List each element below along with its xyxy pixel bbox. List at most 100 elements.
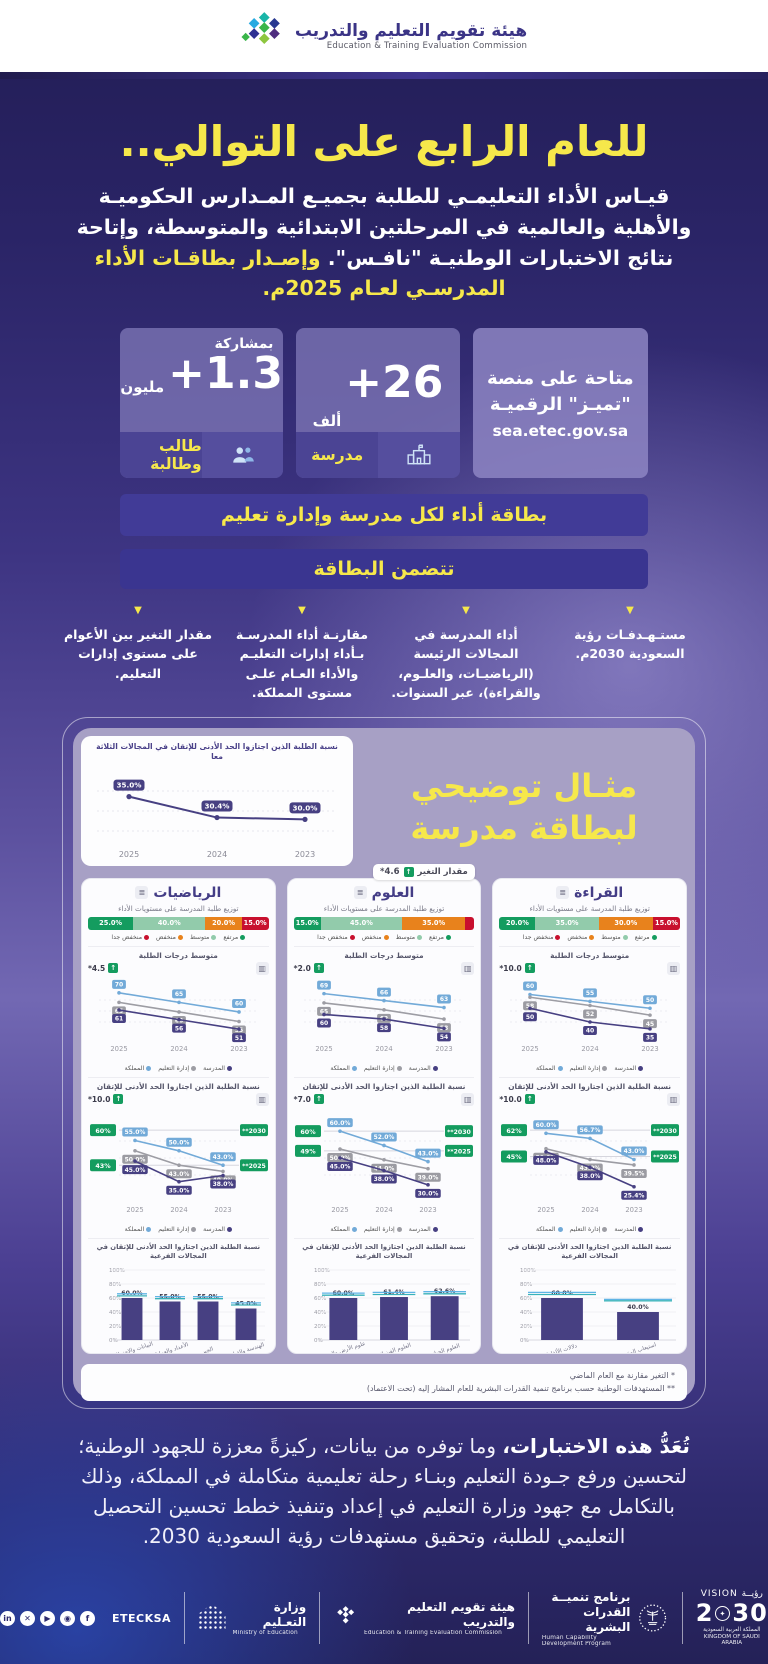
vision-2030-logo: VISION رؤيــة 2 ✦ 30 المملكة العربية الس…	[695, 1589, 768, 1647]
etec-footer-logo: هيئة تقويم التعليم والتدريب Education & …	[333, 1600, 515, 1636]
svg-text:43.0%: 43.0%	[418, 1150, 439, 1157]
svg-text:20%: 20%	[520, 1324, 532, 1330]
level-segment: 40.0%	[133, 916, 206, 930]
svg-text:60%: 60%	[314, 1296, 326, 1302]
legend-item: إدارة التعليم	[570, 1065, 608, 1072]
social-icon[interactable]: f	[80, 1610, 95, 1626]
legend-item: منخفض	[156, 934, 183, 941]
subskills-title: نسبة الطلبة الذين اجتازوا الحد الأدنى لل…	[302, 1242, 466, 1261]
svg-text:0%: 0%	[520, 1338, 529, 1344]
social-icon[interactable]: ▶	[40, 1610, 55, 1626]
social-icon[interactable]: ◉	[60, 1610, 75, 1626]
svg-text:49%: 49%	[301, 1147, 317, 1155]
schools-count: +26	[345, 357, 444, 409]
svg-text:20%: 20%	[314, 1324, 326, 1330]
legend-item: مرتفع	[223, 934, 246, 941]
levels-legend: مرتفع متوسط منخفض منخفض جدا	[499, 934, 680, 941]
svg-text:43%: 43%	[95, 1162, 111, 1170]
avg-scores-title: متوسط درجات الطلبة	[550, 950, 630, 960]
svg-text:60.0%: 60.0%	[536, 1122, 557, 1129]
overall-trend-title: نسبة الطلبة الذين اجتازوا الحد الأدنى لل…	[96, 741, 338, 762]
legend-item: إدارة التعليم	[364, 1065, 402, 1072]
mastery-chart: 60%2030**43%2025**55.0%50.0%43.0%50.0%43…	[89, 1123, 268, 1214]
legend-item: متوسط	[396, 934, 423, 941]
level-segment: 15.0%	[293, 916, 321, 930]
svg-text:2025**: 2025**	[653, 1154, 677, 1161]
level-segment: 20.0%	[499, 916, 536, 930]
svg-text:63: 63	[440, 996, 448, 1003]
svg-text:2025: 2025	[537, 1206, 554, 1214]
svg-text:علوم الأرض والفضاء: علوم الأرض والفضاء	[319, 1339, 366, 1354]
hcdp-logo: برنامج تنميــة القدرات البشرية Human Cap…	[542, 1590, 669, 1647]
svg-text:الهندسة والقياس: الهندسة والقياس	[226, 1342, 265, 1354]
svg-text:0%: 0%	[314, 1338, 323, 1344]
schools-stat-card: +26 ألف مدرسة	[296, 328, 460, 479]
legend-item: المدرسة	[614, 1065, 644, 1072]
svg-text:55.0%: 55.0%	[124, 1129, 145, 1136]
subskills-bar-chart: 0% 20% 40% 60% 80% 100% 60.0% دلالات الألفاظ 40.…	[520, 1268, 676, 1353]
vision-palm-icon: ✦	[715, 1606, 731, 1622]
platform-line2: "تميـز" الرقميـة	[489, 394, 631, 416]
svg-text:2025: 2025	[110, 1045, 127, 1053]
subskills-title: نسبة الطلبة الذين اجتازوا الحد الأدنى لل…	[507, 1242, 672, 1261]
legend-item: المملكة	[125, 1226, 152, 1233]
svg-text:43.0%: 43.0%	[624, 1148, 645, 1155]
svg-text:80%: 80%	[520, 1282, 532, 1288]
svg-text:60%: 60%	[520, 1296, 532, 1302]
svg-text:2025: 2025	[126, 1206, 143, 1214]
legend-item: المدرسة	[409, 1226, 438, 1233]
subject-card: الرياضيات ≣ توزيع طلبة المدرسة على مستوي…	[80, 877, 276, 1354]
etec-leaf-icon	[337, 1606, 355, 1624]
svg-text:58: 58	[380, 1025, 388, 1032]
divider	[319, 1592, 321, 1644]
svg-text:52: 52	[586, 1011, 594, 1018]
legend-item: منخفض	[362, 934, 389, 941]
school-card-example: مثـال توضيحي لبطاقة مدرسة نسبة الطلبة ال…	[62, 716, 706, 1409]
overall-trend-card: نسبة الطلبة الذين اجتازوا الحد الأدنى لل…	[81, 735, 353, 866]
brand-name-arabic: هيئة تقويم التعليم والتدريب	[294, 20, 528, 41]
svg-text:40%: 40%	[314, 1310, 326, 1316]
svg-text:60: 60	[320, 1020, 328, 1027]
social-icon[interactable]: ✕	[20, 1610, 35, 1626]
platform-url[interactable]: sea.etec.gov.sa	[492, 422, 629, 441]
svg-text:25.4%: 25.4%	[624, 1192, 645, 1199]
svg-text:30.0%: 30.0%	[293, 803, 318, 812]
svg-text:39.5%: 39.5%	[624, 1170, 645, 1177]
svg-text:الأعداد والعمليات: الأعداد والعمليات	[149, 1340, 189, 1354]
social-icon[interactable]: in	[0, 1610, 15, 1626]
legend-item: مرتفع	[635, 934, 657, 941]
svg-text:2024: 2024	[581, 1206, 598, 1214]
avg-change-badge: *2.0 ↑	[294, 963, 324, 974]
school-building-icon	[378, 432, 460, 479]
overall-trend-chart: 35.0% 30.4% 30.0% 2025 2024 2023	[97, 779, 337, 859]
svg-text:العلوم الحياتية: العلوم الحياتية	[428, 1343, 461, 1354]
avg-scores-title: متوسط درجات الطلبة	[344, 950, 424, 960]
mastery-change-badge: *7.0 ↑	[294, 1094, 324, 1105]
svg-text:45.0%: 45.0%	[235, 1300, 256, 1307]
svg-text:35: 35	[646, 1034, 654, 1041]
mastery-title: نسبة الطلبة الذين اجتازوا الحد الأدنى لل…	[508, 1081, 672, 1091]
svg-text:العلوم الفيزيائية: العلوم الفيزيائية	[376, 1342, 413, 1354]
platform-line1: متاحة على منصة	[487, 368, 634, 390]
svg-text:65: 65	[320, 1008, 328, 1015]
svg-text:2030**: 2030**	[653, 1128, 677, 1135]
subskills-bar-chart: 0%20%40%60%80%100%60.0%علوم الأرض والفضا…	[314, 1268, 471, 1354]
etec-logo-icon	[241, 12, 285, 60]
subject-icon: ≣	[556, 886, 570, 900]
svg-text:80%: 80%	[109, 1282, 121, 1288]
legend-item: إدارة التعليم	[158, 1065, 197, 1072]
header-divider	[0, 72, 768, 79]
stats-row: متاحة على منصة "تميـز" الرقميـة sea.etec…	[120, 328, 648, 479]
avg-scores-title: متوسط درجات الطلبة	[138, 950, 218, 960]
svg-text:56: 56	[174, 1025, 182, 1032]
divider	[681, 1592, 683, 1644]
legend-item: متوسط	[190, 934, 217, 941]
intro-highlight: وإصـدار بطاقـات الأداء المدرسـي لعـام 20…	[94, 245, 506, 301]
chart-icon: ▥	[667, 1092, 680, 1106]
svg-text:60.0%: 60.0%	[551, 1290, 572, 1297]
svg-text:40%: 40%	[109, 1310, 121, 1316]
mastery-change-badge: *10.0 ↑	[499, 1094, 535, 1105]
legend-item: المملكة	[536, 1226, 563, 1233]
svg-text:20%: 20%	[109, 1324, 121, 1330]
example-title: مثـال توضيحي لبطاقة مدرسة	[410, 767, 638, 847]
